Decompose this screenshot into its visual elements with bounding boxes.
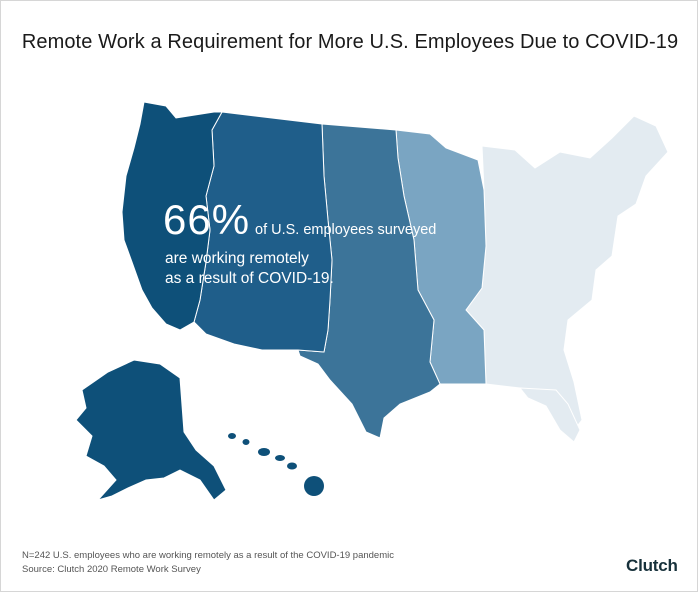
chart-title: Remote Work a Requirement for More U.S. … bbox=[21, 31, 679, 53]
stat-caption-line1: of U.S. employees surveyed bbox=[255, 222, 437, 238]
stat-caption-line2: are working remotely bbox=[165, 250, 309, 267]
stat-caption-line3: as a result of COVID-19. bbox=[165, 270, 334, 287]
region-west bbox=[121, 101, 223, 331]
region-hawaii bbox=[228, 433, 324, 496]
region-east bbox=[465, 115, 669, 431]
footnote-source: Source: Clutch 2020 Remote Work Survey bbox=[22, 564, 201, 575]
region-alaska bbox=[75, 359, 227, 501]
region-florida bbox=[518, 387, 581, 443]
clutch-logo: Clutch bbox=[626, 556, 678, 576]
stat-percentage: 66% bbox=[163, 196, 251, 243]
footnote-sample: N=242 U.S. employees who are working rem… bbox=[22, 550, 394, 561]
logo-text: Clutch bbox=[626, 556, 678, 575]
